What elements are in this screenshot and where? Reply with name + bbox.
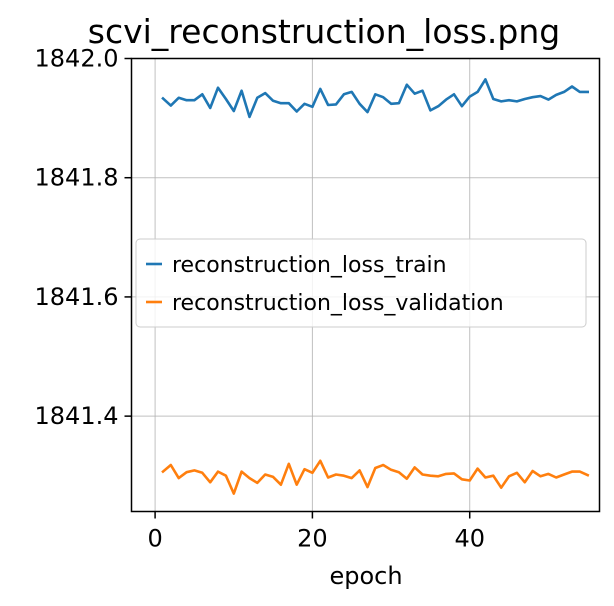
series-lines: [161, 78, 590, 495]
x-axis-label: epoch: [329, 562, 402, 590]
series-line-0: [161, 78, 590, 119]
plot-frame: [130, 57, 601, 513]
series-line-1: [161, 459, 590, 495]
y-tick-label: 1841.6: [35, 283, 119, 311]
legend-label: reconstruction_loss_validation: [172, 291, 504, 316]
x-tick-label: 0: [147, 525, 162, 553]
y-tick-label: 1841.4: [35, 402, 119, 430]
legend-label: reconstruction_loss_train: [172, 253, 447, 278]
legend: reconstruction_loss_train reconstruction_…: [135, 238, 587, 328]
x-tick-label: 20: [297, 525, 328, 553]
y-tick-label: 1842.0: [35, 45, 119, 73]
chart-title: scvi_reconstruction_loss.png: [88, 12, 560, 51]
y-tick-label: 1841.8: [35, 164, 119, 192]
axis-ticks: 0 20 40 1841.4 1841.6 1841.8 1842.0: [35, 45, 485, 553]
legend-box: [135, 238, 587, 328]
x-tick-label: 40: [454, 525, 485, 553]
